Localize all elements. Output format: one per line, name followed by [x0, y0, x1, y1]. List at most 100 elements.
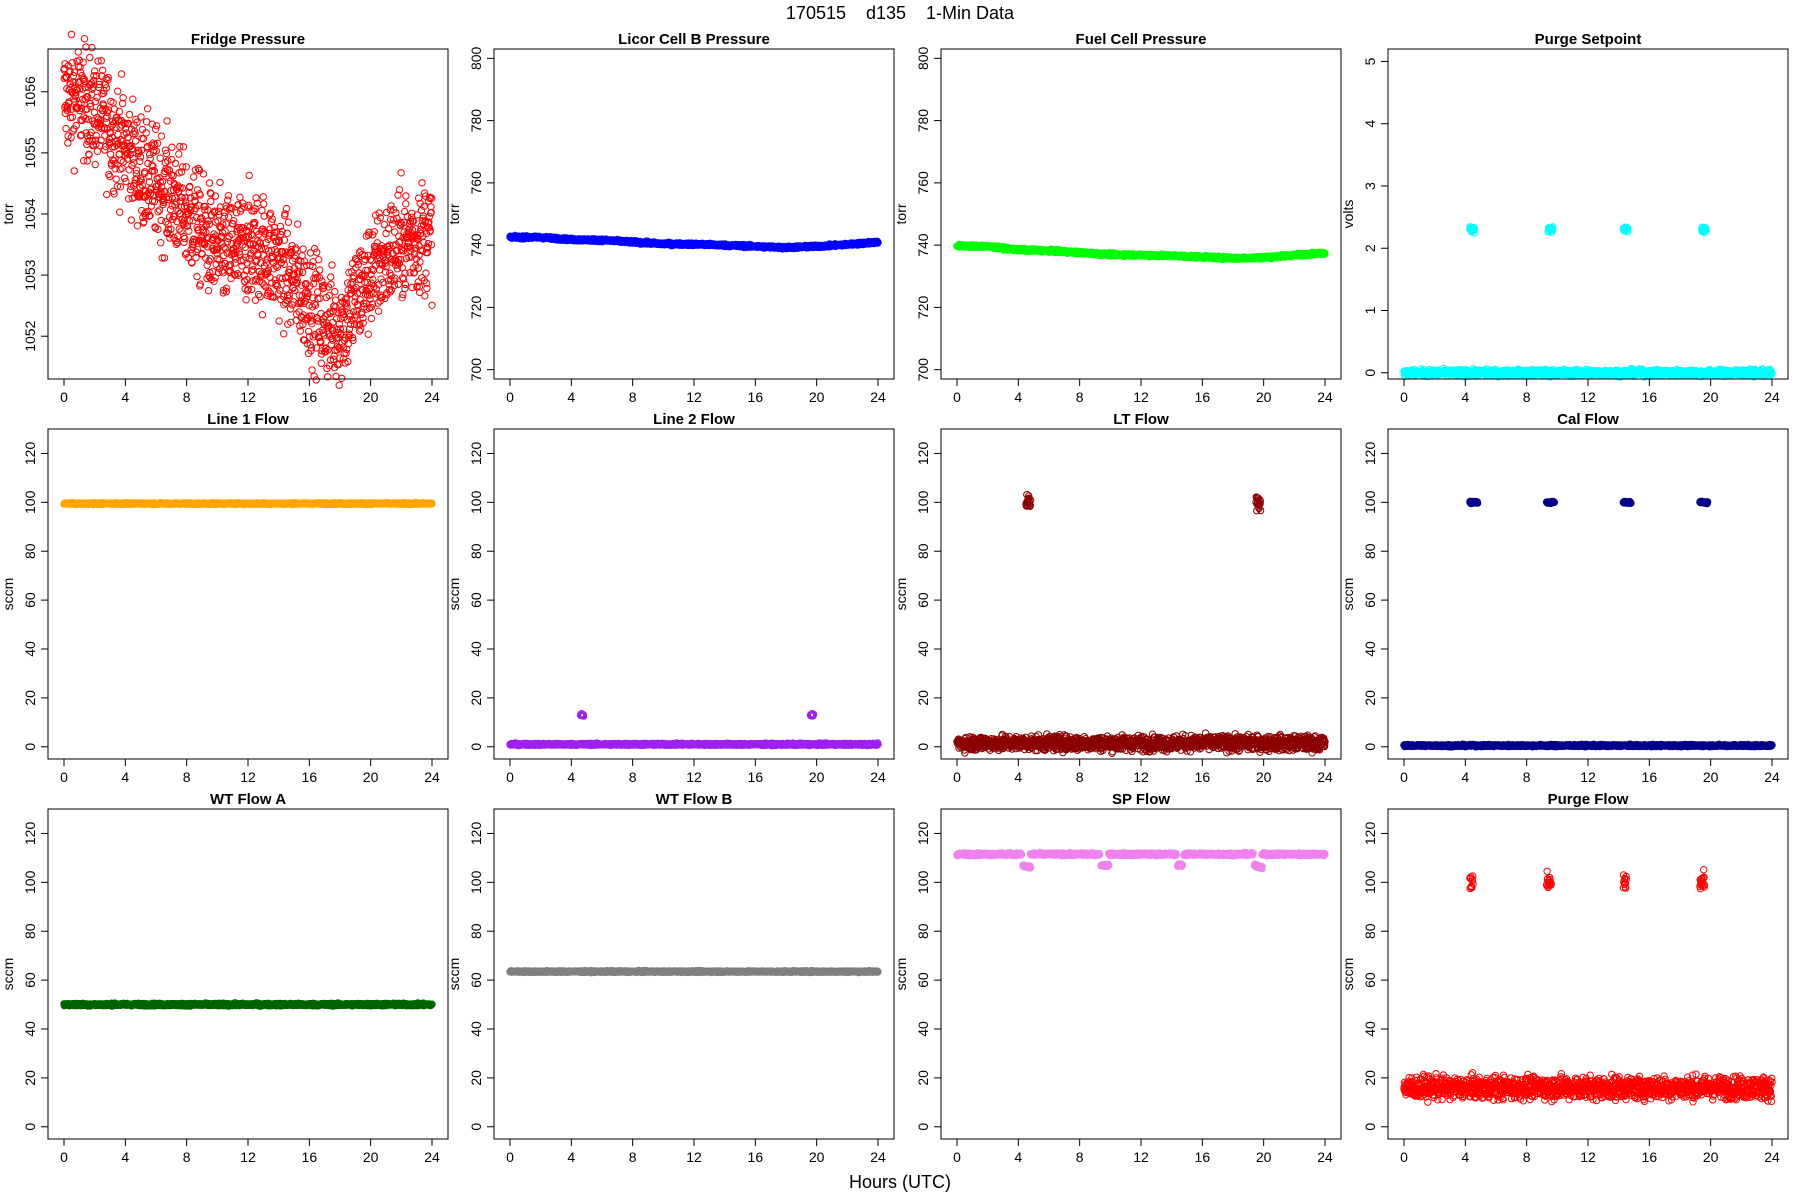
data-point: [193, 214, 201, 222]
x-tick-label: 0: [506, 389, 514, 405]
data-point: [181, 194, 189, 202]
data-point: [167, 225, 175, 234]
data-points: [506, 231, 882, 253]
data-point: [217, 232, 226, 241]
data-point: [165, 166, 174, 174]
x-tick-label: 16: [302, 389, 318, 405]
data-point: [72, 91, 80, 99]
data-point: [204, 206, 212, 214]
data-point: [161, 146, 170, 155]
data-point: [81, 114, 90, 123]
data-point: [210, 230, 218, 238]
data-point: [167, 186, 175, 195]
data-point: [146, 150, 154, 159]
data-point: [80, 157, 88, 165]
data-point: [137, 113, 145, 121]
data-point: [299, 245, 307, 253]
y-axis-label: torr: [0, 203, 16, 224]
y-tick-label: 780: [915, 109, 931, 133]
data-points: [1400, 223, 1776, 381]
y-tick-label: 720: [468, 296, 484, 320]
data-point: [168, 143, 176, 151]
data-point: [92, 131, 100, 140]
data-point: [120, 174, 129, 182]
data-point: [174, 182, 183, 190]
data-point: [229, 217, 238, 225]
x-tick-label: 4: [1014, 389, 1022, 405]
data-point: [235, 271, 243, 279]
data-point: [226, 261, 235, 269]
data-point: [110, 190, 118, 198]
data-point: [119, 94, 127, 102]
data-point: [210, 208, 219, 217]
data-point: [331, 287, 339, 296]
data-point: [227, 205, 235, 213]
data-point: [149, 139, 158, 147]
data-point: [338, 374, 346, 382]
data-point: [143, 142, 152, 151]
data-point: [145, 178, 154, 186]
data-point: [131, 137, 140, 145]
data-point: [157, 239, 165, 247]
data-point: [122, 177, 130, 186]
data-point: [162, 149, 171, 158]
data-point: [97, 57, 106, 65]
data-point: [236, 193, 244, 201]
data-point: [63, 106, 72, 115]
data-point: [357, 247, 365, 255]
data-point: [231, 271, 240, 279]
data-point: [240, 203, 249, 211]
data-point: [155, 206, 164, 214]
data-point: [68, 113, 77, 121]
data-point: [193, 245, 202, 254]
data-point: [114, 87, 122, 95]
data-point: [166, 234, 174, 242]
data-point: [71, 78, 79, 87]
data-point: [176, 142, 184, 151]
data-point: [182, 249, 191, 257]
data-point: [394, 280, 402, 289]
data-point: [228, 239, 236, 248]
data-point: [211, 273, 219, 282]
data-point: [181, 234, 189, 243]
data-point: [211, 192, 220, 200]
data-point: [172, 240, 181, 249]
data-point: [207, 190, 215, 198]
data-point: [327, 273, 335, 281]
data-point: [422, 269, 430, 277]
data-point: [72, 121, 81, 130]
data-point: [104, 76, 112, 84]
data-point: [93, 113, 101, 122]
data-point: [91, 160, 99, 169]
data-point: [173, 183, 181, 191]
data-point: [241, 278, 249, 286]
data-point: [280, 330, 288, 338]
data-point: [187, 206, 195, 215]
data-point: [164, 157, 172, 165]
data-point: [91, 67, 99, 75]
x-tick-label: 24: [870, 389, 886, 405]
data-point: [169, 171, 177, 180]
data-point: [191, 197, 199, 206]
data-point: [258, 311, 267, 319]
data-point: [222, 287, 231, 296]
x-tick-label: 24: [1317, 389, 1333, 405]
x-tick-label: 24: [424, 389, 440, 405]
data-point: [77, 104, 86, 113]
data-point: [156, 154, 164, 162]
data-point: [67, 30, 76, 39]
data-point: [205, 220, 214, 228]
data-point: [260, 200, 268, 208]
data-point: [152, 147, 161, 155]
data-point: [182, 198, 190, 206]
data-point: [335, 381, 343, 389]
x-tick-label: 16: [1195, 389, 1211, 405]
data-point: [68, 59, 76, 67]
data-point: [136, 157, 144, 166]
data-point: [132, 170, 141, 178]
data-point: [163, 117, 171, 125]
